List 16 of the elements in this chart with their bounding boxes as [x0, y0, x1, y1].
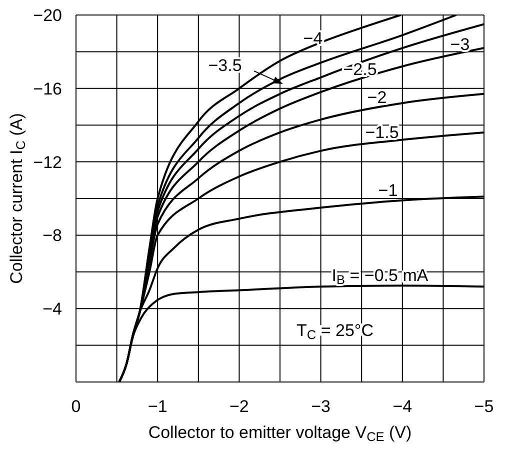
x-tick-label: −2 — [230, 397, 249, 416]
series-label: −1 — [378, 181, 398, 200]
x-axis-title: Collector to emitter voltage V$_{CE}$ (V) — [148, 423, 412, 444]
x-tick-label: 0 — [71, 397, 81, 416]
y-tick-label: −12 — [33, 152, 62, 172]
x-tick-label: −1 — [148, 397, 168, 416]
x-tick-label: −3 — [311, 397, 330, 416]
x-tick-label: −4 — [392, 397, 412, 416]
x-tick-label: −5 — [474, 397, 494, 416]
y-tick-label: −8 — [42, 226, 62, 246]
y-tick-label: −20 — [33, 6, 62, 26]
series-label: −1.5 — [365, 123, 399, 142]
series-label: −3 — [450, 35, 470, 54]
y-tick-label: −16 — [33, 79, 62, 98]
y-tick-label: −4 — [42, 300, 62, 319]
series-label: −2 — [367, 88, 387, 107]
